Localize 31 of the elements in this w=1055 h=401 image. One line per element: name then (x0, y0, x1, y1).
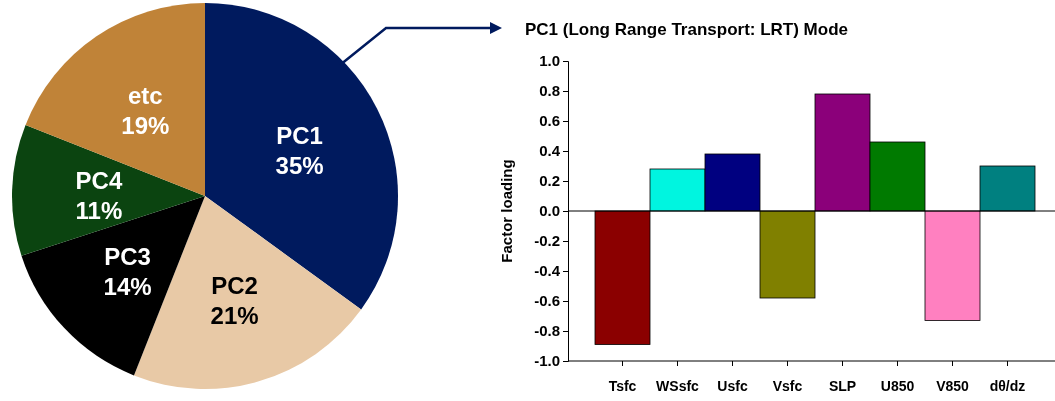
y-tick-label: 0.4 (539, 142, 561, 160)
slice-label: etc (127, 82, 163, 110)
x-tick-label: Vsfc (772, 378, 803, 395)
y-tick-label: 0.8 (539, 82, 560, 100)
y-tick-label: -0.8 (534, 322, 560, 340)
slice-label: PC2 (211, 271, 258, 299)
y-tick-label: -1.0 (534, 352, 560, 370)
x-tick-label: SLP (828, 378, 857, 395)
data-label: 21% (210, 301, 259, 329)
x-tick-label: WSsfc (656, 378, 700, 395)
x-tick-label: V850 (936, 378, 970, 395)
y-tick-label: 1.0 (539, 52, 560, 70)
y-axis-title: Factor loading (498, 159, 515, 263)
y-tick-label: -0.2 (534, 232, 560, 250)
data-label: 14% (103, 272, 152, 300)
y-tick-label: 0.0 (539, 202, 560, 220)
y-tick-label: -0.6 (534, 292, 560, 310)
slice-label: PC3 (104, 242, 151, 270)
data-label: 19% (121, 112, 170, 140)
y-tick-label: 0.2 (539, 172, 560, 190)
data-label: 11% (75, 196, 123, 224)
x-tick-label: Usfc (717, 378, 748, 395)
x-tick-label: U850 (880, 378, 915, 395)
y-tick-label: -0.4 (534, 262, 561, 280)
data-label: 35% (275, 151, 324, 179)
chart-title: PC1 (Long Range Transport: LRT) Mode (525, 20, 848, 39)
x-tick-label: dθ/dz (989, 378, 1026, 395)
slice-label: PC4 (75, 166, 123, 194)
x-tick-label: Tsfc (608, 378, 637, 395)
slice-label: PC1 (276, 121, 323, 149)
y-tick-label: 0.6 (539, 112, 560, 130)
